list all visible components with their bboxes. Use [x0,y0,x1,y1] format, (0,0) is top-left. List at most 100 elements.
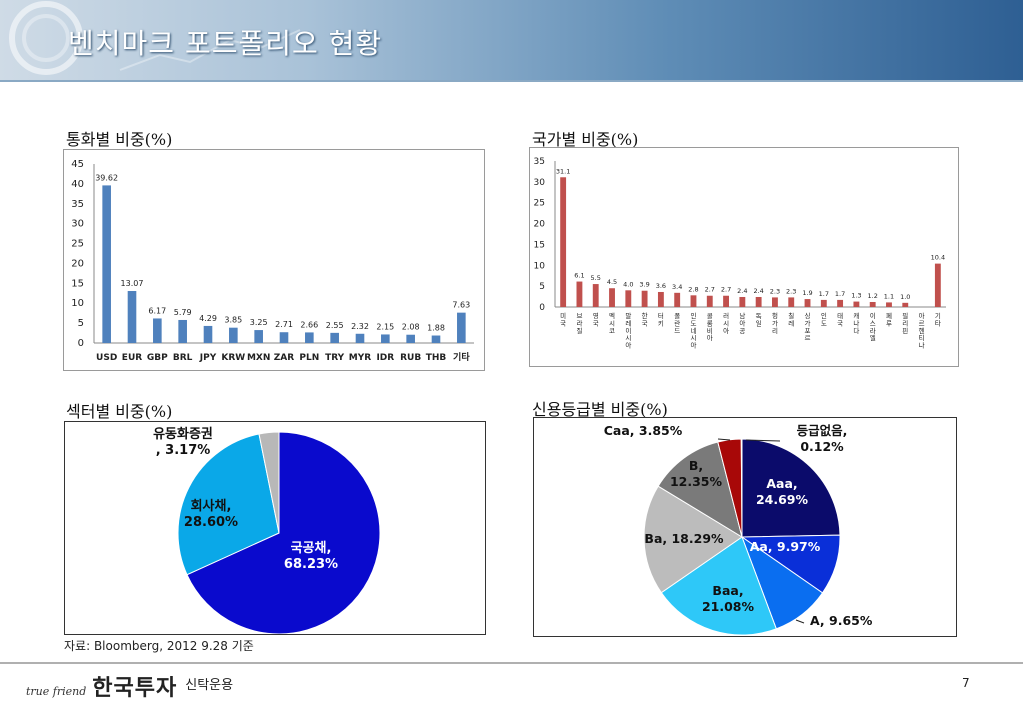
title-banner: 벤치마크 포트폴리오 현황 [0,0,1023,80]
bar-인도 [820,299,827,307]
bar-value-label: 2.66 [300,320,318,329]
bar-value-label: 1.9 [802,289,812,297]
y-tick-label: 10 [534,261,546,271]
pie-slice-2 [258,431,280,534]
y-tick-label: 20 [71,258,84,269]
bar-콜롬비아 [706,295,713,307]
category-label: 나 [853,318,859,327]
category-label: RUB [400,353,421,363]
pie-label: 24.69% [756,492,809,507]
category-label: 헝 [772,312,778,320]
category-label: MXN [247,353,270,363]
category-label: 폴 [674,312,680,320]
category-label: TRY [325,353,345,363]
pie-label: 28.60% [184,515,238,530]
currency-chart-box: 0 5 10 15 20 25 30 35 40 45 39.62 USD 13.07 EUR 6.17 GB… [63,149,485,371]
country-chart-box: 0 5 10 15 20 25 30 35 31.1 미 국 6.1 브 라 질 5.5 영 국 4.5 멕 시 코 4.0… [529,147,959,367]
bar-MXN [254,330,263,343]
category-label: PLN [299,353,319,363]
y-tick-label: 5 [539,282,545,292]
bar-value-label: 1.7 [819,290,829,298]
bar-기타 [934,263,941,307]
category-label: 네 [690,326,696,335]
bar-헝가리 [772,297,778,307]
bar-value-label: 2.71 [275,320,293,329]
bar-독일 [755,296,762,307]
category-label: BRL [173,353,193,363]
pie-slice-0 [186,431,381,634]
category-label: 헨 [919,326,925,335]
y-tick-label: 0 [539,303,545,313]
bar-ZAR [279,332,289,343]
bar-value-label: 2.08 [402,323,420,332]
category-label: 미 [560,311,566,320]
pie-label: A, 9.65% [810,613,873,628]
bar-value-label: 1.7 [835,290,845,298]
sector-chart-box: 국공채, 68.23% 회사채, 28.60% 유동화증권, 3.17% [64,421,486,635]
category-label: 멕 [609,311,615,320]
category-label: 시 [609,319,615,327]
bar-러시아 [723,295,729,307]
currency-section-title: 통화별 비중(%) [66,130,173,149]
bar-value-label: 3.9 [639,281,649,289]
category-label: 국 [560,319,566,327]
bar-IDR [381,334,390,343]
bar-터키 [657,291,664,307]
bar-기타 [457,312,466,343]
bar-value-label: 7.63 [452,301,470,310]
category-label: 아 [625,341,631,350]
pie-label: 등급없음, [797,423,848,438]
category-label: 르 [805,334,811,342]
rating-chart-box: Aaa, 24.69% Aa, 9.97% A, 9.65% Baa, 21.08% Ba,… [533,417,957,637]
category-label: 드 [674,327,680,335]
category-label: USD [96,353,117,363]
category-label: 기 [935,311,941,320]
pie-label: Ba, 18.29% [644,531,724,546]
category-label: 영 [593,311,599,320]
bar-RUB [406,334,415,343]
category-label: 시 [625,334,631,342]
logo-tagline: true friend [26,685,87,698]
rating-section-title: 신용등급별 비중(%) [532,400,668,419]
category-label: 한 [642,312,648,320]
category-label: 엘 [870,334,876,342]
bar-value-label: 6.1 [574,272,584,280]
bar-인도네시아 [690,295,697,307]
y-tick-label: 25 [534,199,545,209]
bar-value-label: 5.5 [591,274,601,282]
category-label: KRW [221,353,245,363]
category-label: 코 [609,327,615,335]
y-tick-label: 20 [534,220,546,230]
category-label: EUR [122,353,142,363]
logo-name: 한국투자 [92,676,178,701]
bar-value-label: 2.15 [376,322,394,331]
category-label: 란 [674,319,680,327]
category-label: 포 [805,327,811,335]
category-label: 비 [707,326,713,335]
y-tick-label: 45 [71,159,84,170]
category-label: 리 [902,318,908,327]
category-label: 스 [870,319,876,327]
category-label: 이 [870,311,876,320]
category-label: 필 [902,312,908,320]
bar-value-label: 1.1 [884,292,894,300]
pie-slice-4 [643,485,743,594]
category-label: 롬 [707,319,713,327]
bar-value-label: 31.1 [556,167,570,175]
category-label: 도 [821,319,827,327]
category-label: 레 [788,318,794,327]
category-label: 캐 [853,312,859,320]
category-label: 싱 [805,311,811,320]
leader-line [717,438,731,441]
bar-BRL [178,319,187,343]
bar-value-label: 3.85 [224,316,242,325]
y-tick-label: 40 [71,179,84,190]
pie-label: B, [689,458,703,473]
category-label: 이 [625,326,631,335]
category-label: GBP [147,353,168,363]
category-label: 국 [642,319,648,327]
y-tick-label: 35 [534,157,545,167]
bar-value-label: 10.4 [931,254,945,262]
bar-남아공 [739,296,746,307]
category-label: 아 [919,311,925,320]
